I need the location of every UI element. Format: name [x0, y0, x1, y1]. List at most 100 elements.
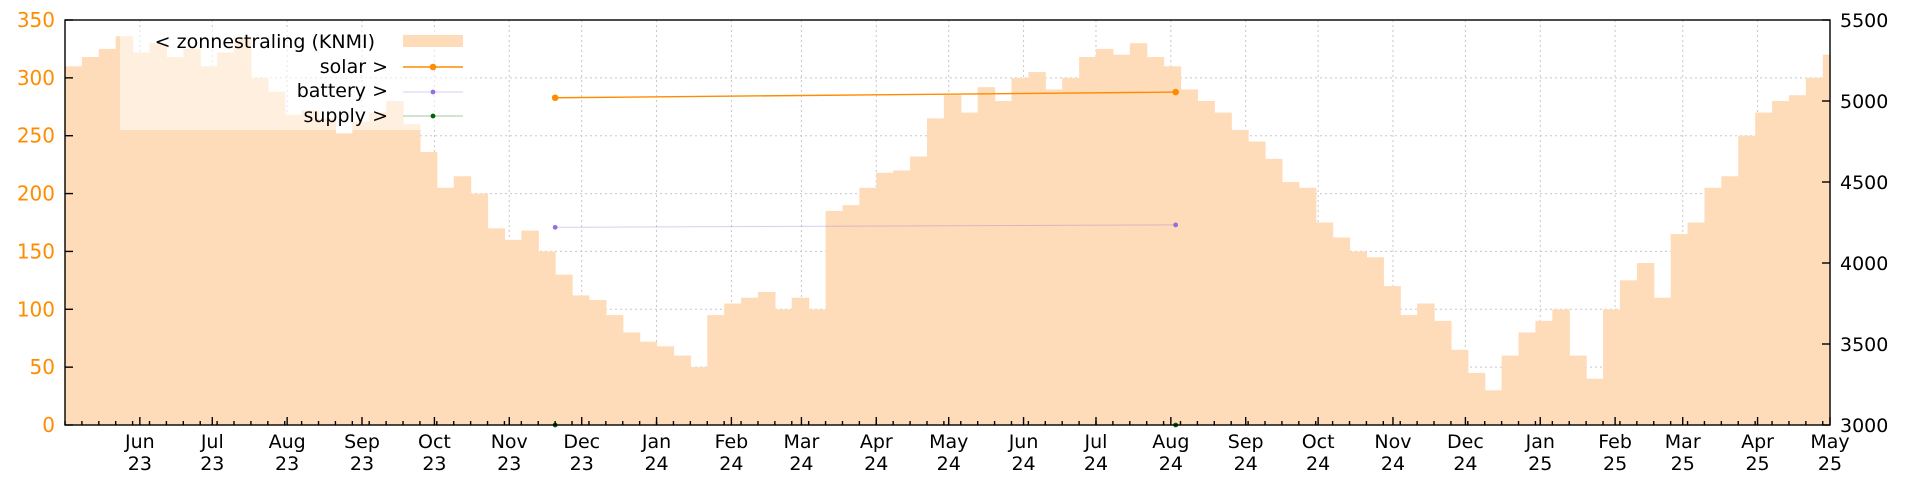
area-bar [1045, 89, 1063, 425]
area-bar [1079, 57, 1097, 426]
area-bar [1349, 251, 1368, 425]
area-bar [825, 210, 844, 425]
series-line-battery [555, 224, 1176, 228]
area-bar [1298, 187, 1317, 425]
area-bar [538, 251, 556, 425]
area-bar [403, 124, 421, 426]
x-tick-label: Jun 24 [1008, 431, 1039, 475]
area-bar [487, 228, 506, 425]
area-bar [1569, 355, 1587, 425]
area-bar [115, 36, 134, 425]
area-bar [217, 52, 235, 426]
area-bar [1535, 320, 1553, 425]
area-bar [386, 101, 404, 425]
area-bar [250, 77, 269, 425]
x-tick-label: Dec 24 [1447, 431, 1484, 475]
area-bar [707, 315, 725, 425]
y-axis-right-tick-labels: 3000 3500 4000 4500 5000 5500 [1840, 10, 1888, 437]
area-bar [1332, 237, 1351, 425]
area-bar [284, 114, 303, 425]
area-bar [994, 101, 1013, 425]
area-bar [1146, 57, 1165, 426]
area-bar [673, 355, 691, 425]
legend-swatch-zonnestraling [403, 35, 463, 47]
area-bar [1417, 303, 1435, 425]
y-left-tick-label: 350 [17, 8, 55, 32]
series-point-battery [552, 224, 558, 230]
area-bar [504, 239, 522, 425]
series-point-solar [551, 94, 559, 102]
area-bar [1619, 280, 1638, 425]
area-bar [369, 112, 387, 426]
x-tick-label: Aug 23 [269, 431, 306, 475]
x-tick-label: Dec 23 [563, 431, 600, 475]
legend: < zonnestraling (KNMI) solar > battery >… [120, 28, 470, 130]
area-series-zonnestraling [65, 36, 1831, 426]
area-bar [741, 297, 759, 425]
area-bar [521, 230, 539, 425]
area-bar [1248, 141, 1266, 425]
y-right-tick-label: 4000 [1840, 253, 1888, 275]
legend-label-supply: supply > [303, 105, 388, 127]
y-left-tick-label: 100 [17, 297, 55, 321]
area-bar [1400, 315, 1418, 425]
area-bar [1197, 101, 1215, 425]
area-bar [1721, 176, 1739, 425]
y-left-tick-label: 300 [17, 66, 55, 90]
x-tick-label: Oct 23 [418, 431, 451, 475]
area-bar [639, 341, 658, 425]
area-bar [555, 274, 573, 425]
y-right-tick-label: 3500 [1840, 334, 1888, 356]
area-bar [301, 110, 320, 425]
area-bar [774, 309, 793, 425]
legend-label-solar: solar > [320, 56, 388, 78]
legend-label-zonnestraling: < zonnestraling (KNMI) [155, 31, 375, 53]
area-bar [724, 303, 742, 425]
plot-frame [64, 19, 1831, 426]
x-tick-label: Jan 25 [1525, 431, 1555, 475]
area-bar [81, 57, 100, 426]
area-bar [1501, 355, 1520, 425]
series-line-solar [555, 91, 1176, 99]
x-tick-label: Mar 24 [783, 431, 819, 475]
area-bar [757, 291, 776, 425]
series-point-battery [1173, 222, 1179, 228]
x-tick-label: Jan 24 [641, 431, 671, 475]
area-bar [1281, 182, 1300, 425]
area-bar [149, 43, 168, 426]
area-bar [1552, 309, 1570, 425]
legend-marker-battery [430, 89, 436, 95]
legend-marker-solar [429, 63, 437, 71]
legend-label-battery: battery > [297, 80, 388, 102]
legend-marker-supply [430, 113, 436, 119]
y-right-tick-label: 3000 [1840, 415, 1888, 437]
area-bar [1755, 112, 1773, 426]
area-bar [1112, 54, 1131, 425]
area-bar [200, 66, 218, 426]
area-bar [977, 87, 996, 425]
area-bar [98, 48, 117, 426]
area-bar [876, 172, 894, 425]
area-bar [622, 332, 641, 425]
y-left-tick-label: 250 [17, 124, 55, 148]
x-tick-label: Nov 24 [1374, 431, 1411, 475]
x-tick-label: Apr 25 [1741, 431, 1774, 475]
x-tick-label: Aug 24 [1152, 431, 1189, 475]
x-tick-label: Jul 23 [200, 431, 225, 475]
series-point-solar [1172, 88, 1179, 96]
area-bar [588, 300, 607, 425]
x-tick-label: May 24 [929, 431, 968, 475]
area-bar [842, 205, 860, 425]
area-bar [166, 57, 184, 426]
axis-ticks [64, 19, 1831, 426]
area-bar [1366, 257, 1384, 425]
area-bar [1687, 222, 1706, 425]
area-bar [1518, 332, 1537, 425]
area-bar [656, 346, 675, 425]
area-bar [1653, 297, 1672, 425]
area-bar [1434, 320, 1452, 425]
area-bar [960, 112, 979, 426]
area-bar [690, 367, 708, 425]
area-bar [1011, 77, 1029, 425]
